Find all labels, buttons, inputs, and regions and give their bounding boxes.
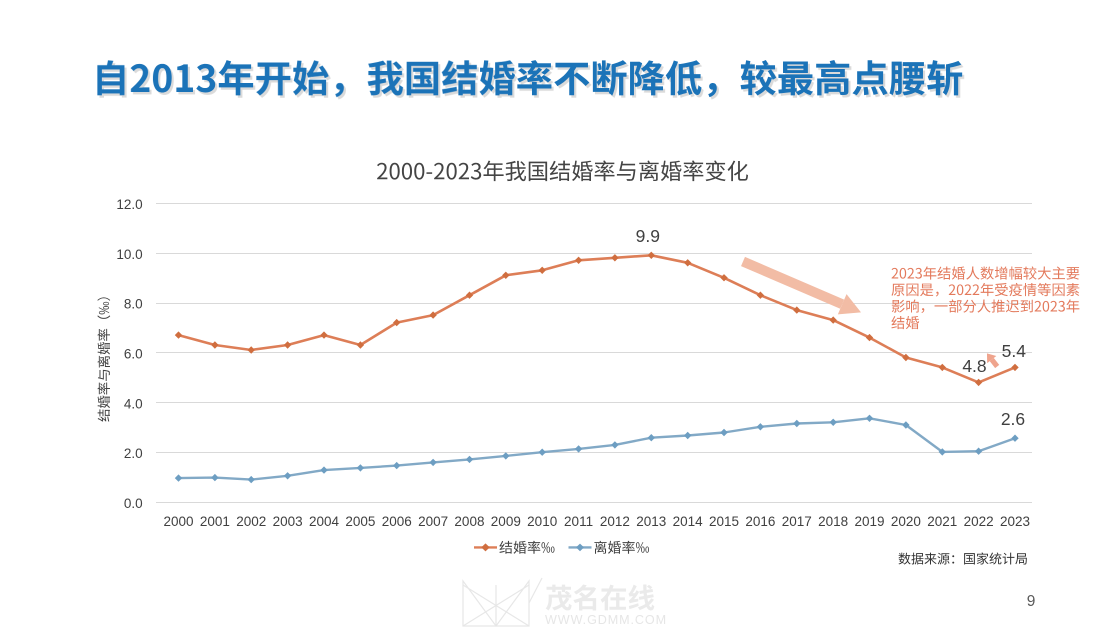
svg-text:2017: 2017 [782, 514, 812, 529]
svg-text:2020: 2020 [891, 514, 921, 529]
svg-text:2005: 2005 [345, 514, 375, 529]
svg-text:2012: 2012 [600, 514, 630, 529]
svg-text:2000: 2000 [163, 514, 193, 529]
svg-text:12.0: 12.0 [116, 197, 142, 212]
svg-text:2013: 2013 [636, 514, 666, 529]
svg-text:9: 9 [1027, 593, 1036, 610]
svg-text:2004: 2004 [309, 514, 340, 529]
svg-text:5.4: 5.4 [1002, 341, 1027, 361]
svg-text:2014: 2014 [673, 514, 704, 529]
svg-text:2019: 2019 [855, 514, 885, 529]
svg-text:2010: 2010 [527, 514, 557, 529]
svg-text:2021: 2021 [927, 514, 957, 529]
svg-text:2008: 2008 [454, 514, 484, 529]
svg-text:2023: 2023 [1000, 514, 1030, 529]
svg-text:2003: 2003 [273, 514, 303, 529]
svg-text:8.0: 8.0 [124, 297, 143, 312]
svg-text:2022: 2022 [964, 514, 994, 529]
svg-text:2.0: 2.0 [124, 446, 143, 461]
svg-text:2018: 2018 [818, 514, 848, 529]
svg-text:2011: 2011 [564, 514, 593, 529]
svg-text:2007: 2007 [418, 514, 448, 529]
svg-text:WWW.GDMM.COM: WWW.GDMM.COM [545, 613, 667, 627]
svg-text:2009: 2009 [491, 514, 521, 529]
svg-text:10.0: 10.0 [116, 247, 142, 262]
svg-text:2002: 2002 [236, 514, 266, 529]
svg-text:2016: 2016 [745, 514, 775, 529]
svg-text:6.0: 6.0 [124, 347, 143, 362]
svg-text:0.0: 0.0 [124, 496, 143, 511]
svg-text:4.0: 4.0 [124, 396, 143, 411]
svg-text:2006: 2006 [382, 514, 412, 529]
svg-text:2001: 2001 [200, 514, 230, 529]
svg-text:2015: 2015 [709, 514, 739, 529]
svg-text:4.8: 4.8 [962, 356, 986, 376]
svg-text:2.6: 2.6 [1001, 409, 1025, 429]
svg-text:9.9: 9.9 [636, 226, 660, 246]
